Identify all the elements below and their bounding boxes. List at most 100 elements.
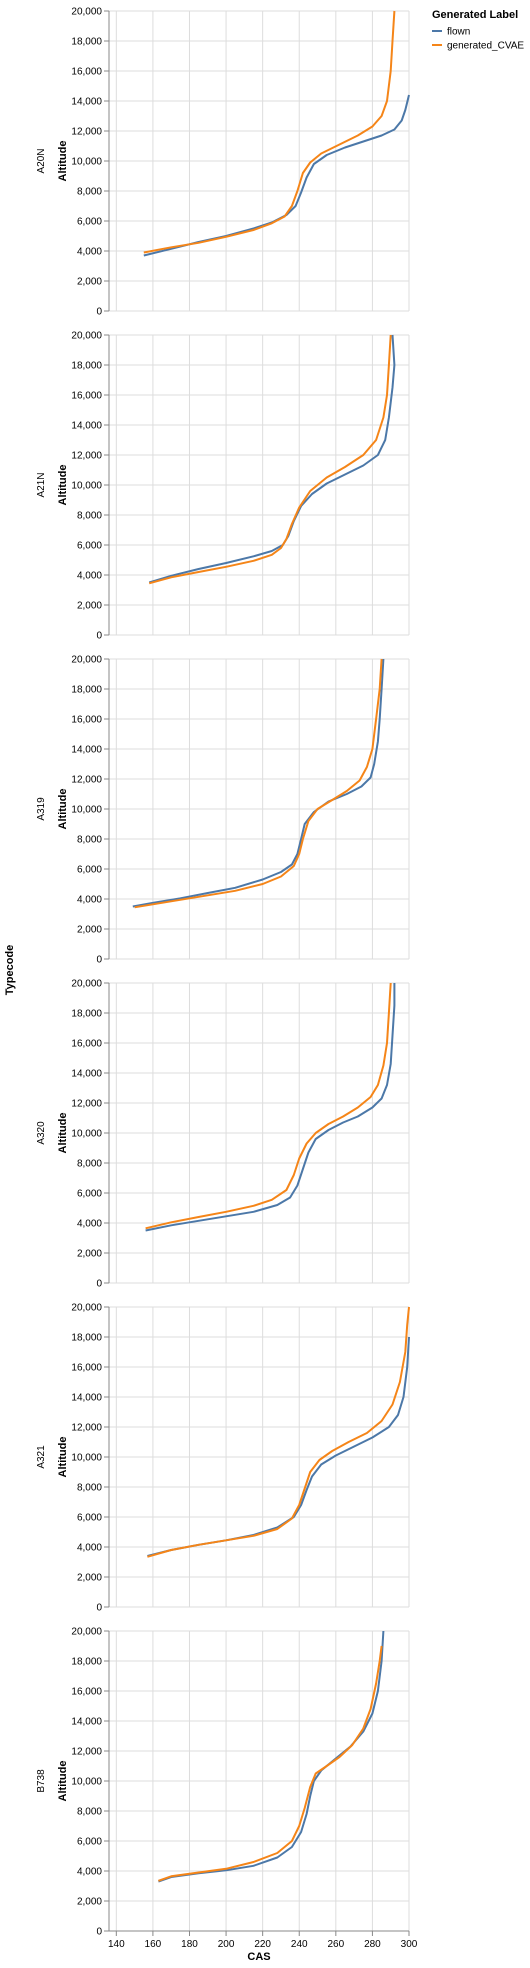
y-tick-label: 18,000 [71, 37, 102, 48]
x-tick-label: 140 [108, 1939, 125, 1950]
y-tick-label: 8,000 [77, 511, 102, 522]
y-tick-label: 20,000 [71, 1303, 102, 1314]
y-tick-label: 14,000 [71, 421, 102, 432]
y-tick-label: 4,000 [77, 1867, 102, 1878]
y-tick-label: 6,000 [77, 1513, 102, 1524]
series-line-generated-cvae [134, 658, 383, 909]
y-axis-title: Altitude [57, 789, 69, 830]
series-line-generated-cvae [147, 1306, 410, 1558]
panel-a320: 0 2,000 4,000 6,000 8,000 10,000 12,000 14,000 1… [36, 979, 410, 1290]
y-tick-label: 4,000 [77, 895, 102, 906]
y-tick-label: 16,000 [71, 1363, 102, 1374]
row-label: A321 [36, 1445, 47, 1469]
series-line-generated-cvae [143, 10, 396, 254]
y-tick-label: 20,000 [71, 655, 102, 666]
y-tick-label: 20,000 [71, 1627, 102, 1638]
y-tick-label: 20,000 [71, 7, 102, 18]
y-tick-label: 0 [96, 631, 102, 642]
y-tick-label: 12,000 [71, 1099, 102, 1110]
y-tick-label: 4,000 [77, 247, 102, 258]
y-tick-label: 6,000 [77, 1189, 102, 1200]
series-line-flown [147, 1336, 410, 1557]
y-tick-label: 10,000 [71, 1453, 102, 1464]
row-label: A21N [36, 472, 47, 497]
series-line-flown [145, 983, 396, 1232]
x-tick-label: 300 [401, 1939, 418, 1950]
y-tick-label: 0 [96, 307, 102, 318]
y-tick-label: 10,000 [71, 1777, 102, 1788]
y-tick-label: 12,000 [71, 451, 102, 462]
legend-label: flown [447, 27, 470, 38]
series-line-generated-cvae [158, 1645, 383, 1882]
x-tick-label: 220 [254, 1939, 271, 1950]
legend: Generated Label flown generated_CVAE [432, 9, 524, 52]
x-axis-title: CAS [247, 1951, 270, 1963]
y-tick-label: 12,000 [71, 1747, 102, 1758]
panel-a20n: 0 2,000 4,000 6,000 8,000 10,000 12,000 14,000 1… [36, 7, 410, 318]
series-line-flown [143, 94, 410, 257]
series-line-generated-cvae [148, 334, 392, 585]
facet-title: Typecode [4, 945, 16, 996]
y-tick-label: 10,000 [71, 1129, 102, 1140]
series-line-flown [148, 334, 396, 584]
y-tick-label: 4,000 [77, 1219, 102, 1230]
series-line-generated-cvae [145, 982, 392, 1230]
y-tick-label: 6,000 [77, 541, 102, 552]
y-tick-label: 2,000 [77, 925, 102, 936]
y-tick-label: 12,000 [71, 775, 102, 786]
row-label: A320 [36, 1121, 47, 1145]
y-tick-label: 2,000 [77, 277, 102, 288]
y-tick-label: 2,000 [77, 1249, 102, 1260]
y-tick-label: 12,000 [71, 127, 102, 138]
x-tick-label: 240 [291, 1939, 308, 1950]
y-tick-label: 8,000 [77, 1807, 102, 1818]
y-tick-label: 0 [96, 1927, 102, 1938]
y-axis-title: Altitude [57, 1761, 69, 1802]
y-axis-title: Altitude [57, 1437, 69, 1478]
x-tick-label: 280 [364, 1939, 381, 1950]
row-label: A20N [36, 148, 47, 173]
row-label: B738 [36, 1769, 47, 1793]
y-tick-label: 18,000 [71, 1333, 102, 1344]
legend-label: generated_CVAE [447, 41, 524, 52]
y-tick-label: 10,000 [71, 481, 102, 492]
y-tick-label: 16,000 [71, 67, 102, 78]
y-tick-label: 8,000 [77, 1159, 102, 1170]
y-tick-label: 2,000 [77, 1897, 102, 1908]
y-tick-label: 4,000 [77, 1543, 102, 1554]
y-tick-label: 18,000 [71, 361, 102, 372]
y-tick-label: 16,000 [71, 391, 102, 402]
y-tick-label: 16,000 [71, 1039, 102, 1050]
y-tick-label: 14,000 [71, 745, 102, 756]
y-tick-label: 18,000 [71, 1657, 102, 1668]
y-tick-label: 16,000 [71, 715, 102, 726]
y-tick-label: 2,000 [77, 1573, 102, 1584]
y-tick-label: 2,000 [77, 601, 102, 612]
x-tick-label: 260 [327, 1939, 344, 1950]
y-tick-label: 20,000 [71, 979, 102, 990]
y-tick-label: 8,000 [77, 835, 102, 846]
y-axis-title: Altitude [57, 1113, 69, 1154]
y-tick-label: 20,000 [71, 331, 102, 342]
y-tick-label: 10,000 [71, 805, 102, 816]
panel-a321: 0 2,000 4,000 6,000 8,000 10,000 12,000 14,000 1… [36, 1303, 410, 1614]
series-line-flown [158, 1630, 385, 1883]
chart-panels: 0 2,000 4,000 6,000 8,000 10,000 12,000 14,000 1… [36, 7, 418, 1951]
panel-a319: 0 2,000 4,000 6,000 8,000 10,000 12,000 14,000 1… [36, 655, 410, 966]
row-label: A319 [36, 797, 47, 821]
y-tick-label: 16,000 [71, 1687, 102, 1698]
y-axis-title: Altitude [57, 141, 69, 182]
y-axis-title: Altitude [57, 465, 69, 506]
y-tick-label: 14,000 [71, 1717, 102, 1728]
y-tick-label: 8,000 [77, 1483, 102, 1494]
y-tick-label: 18,000 [71, 1009, 102, 1020]
y-tick-label: 6,000 [77, 865, 102, 876]
x-tick-label: 180 [181, 1939, 198, 1950]
y-tick-label: 14,000 [71, 97, 102, 108]
panel-b738: 0 2,000 4,000 6,000 8,000 10,000 12,000 14,000 1… [36, 1627, 418, 1951]
series-line-flown [132, 658, 385, 908]
y-tick-label: 8,000 [77, 187, 102, 198]
y-tick-label: 4,000 [77, 571, 102, 582]
y-tick-label: 6,000 [77, 217, 102, 228]
